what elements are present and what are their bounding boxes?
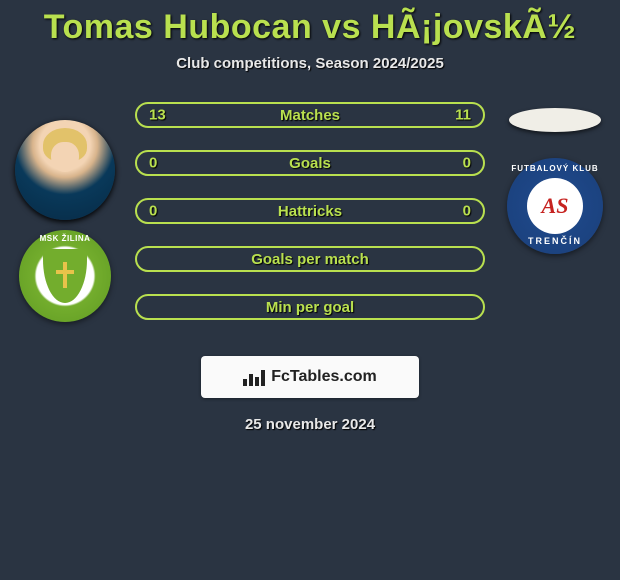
- fctables-watermark[interactable]: FcTables.com: [201, 356, 419, 398]
- left-player-col: MSK ŽILINA: [5, 102, 125, 322]
- trencin-as-mark: AS: [542, 193, 569, 219]
- stat-left-value: 13: [149, 107, 166, 124]
- zilina-cross-icon: [56, 262, 74, 290]
- stat-label: Matches: [280, 107, 340, 124]
- bar-chart-icon: [243, 368, 265, 386]
- player2-club-badge: FUTBALOVÝ KLUB AS TRENČÍN: [507, 158, 603, 254]
- stat-bar-hattricks: 0 Hattricks 0: [135, 198, 485, 224]
- stat-bar-goals-per-match: Goals per match: [135, 246, 485, 272]
- stat-right-value: 0: [463, 155, 471, 172]
- zilina-shield-icon: [43, 249, 87, 303]
- stat-bar-goals: 0 Goals 0: [135, 150, 485, 176]
- main-row: MSK ŽILINA 13 Matches 11 0 Goals 0 0 Hat…: [0, 102, 620, 322]
- stat-label: Goals: [289, 155, 331, 172]
- right-player-col: FUTBALOVÝ KLUB AS TRENČÍN: [495, 102, 615, 254]
- zilina-arc-text: MSK ŽILINA: [25, 234, 105, 243]
- player1-avatar: [15, 120, 115, 220]
- trencin-inner-circle: AS: [527, 178, 583, 234]
- stat-label: Hattricks: [278, 203, 342, 220]
- player2-avatar-placeholder: [509, 108, 601, 132]
- fctables-text: FcTables.com: [271, 368, 377, 386]
- subtitle: Club competitions, Season 2024/2025: [176, 55, 444, 72]
- comparison-card: Tomas Hubocan vs HÃ¡jovskÃ½ Club competi…: [0, 0, 620, 433]
- stat-label: Goals per match: [251, 251, 369, 268]
- stat-bars: 13 Matches 11 0 Goals 0 0 Hattricks 0 Go…: [135, 102, 485, 320]
- stat-bar-min-per-goal: Min per goal: [135, 294, 485, 320]
- trencin-arc-top: FUTBALOVÝ KLUB: [507, 164, 603, 173]
- stat-right-value: 0: [463, 203, 471, 220]
- stat-right-value: 11: [455, 107, 471, 124]
- trencin-arc-bot: TRENČÍN: [507, 236, 603, 246]
- player1-club-badge: MSK ŽILINA: [19, 230, 111, 322]
- stat-bar-matches: 13 Matches 11: [135, 102, 485, 128]
- page-title: Tomas Hubocan vs HÃ¡jovskÃ½: [44, 8, 576, 47]
- footer: FcTables.com 25 november 2024: [201, 356, 419, 433]
- stat-left-value: 0: [149, 203, 157, 220]
- stat-left-value: 0: [149, 155, 157, 172]
- stat-label: Min per goal: [266, 299, 354, 316]
- generated-date: 25 november 2024: [245, 416, 375, 433]
